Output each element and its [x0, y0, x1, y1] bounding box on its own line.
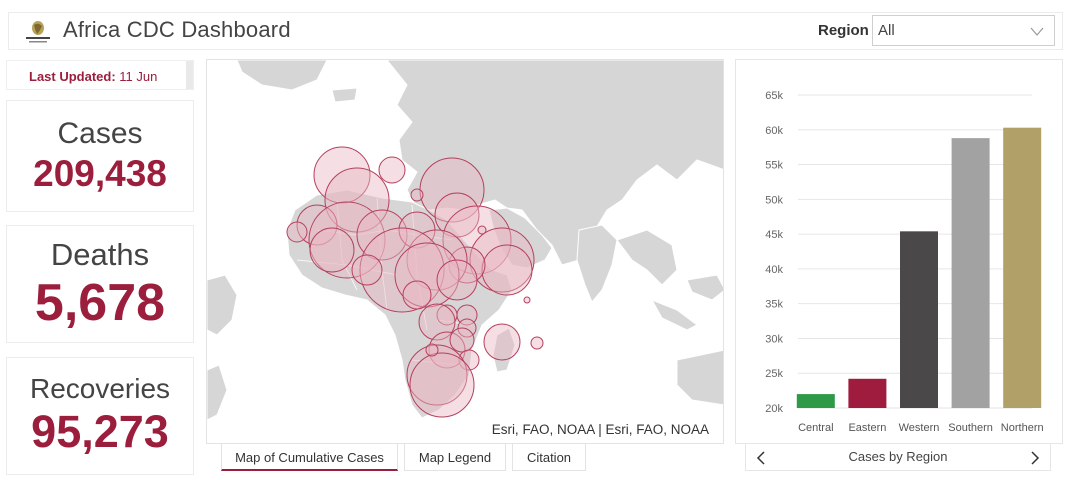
y-tick-label: 30k — [765, 333, 783, 345]
case-bubble[interactable] — [359, 227, 445, 313]
case-bubble[interactable] — [481, 244, 533, 296]
case-bubble[interactable] — [409, 352, 475, 418]
y-tick-label: 25k — [765, 368, 783, 380]
case-bubble[interactable] — [483, 323, 521, 361]
case-bubble[interactable] — [402, 280, 432, 310]
case-bubble[interactable] — [469, 227, 535, 293]
chevron-right-icon[interactable] — [1030, 451, 1040, 465]
app-title: Africa CDC Dashboard — [63, 17, 291, 42]
case-bubble[interactable] — [309, 227, 355, 273]
x-tick-label: Southern — [948, 422, 993, 434]
case-bubble[interactable] — [410, 188, 424, 202]
tab-map-legend[interactable]: Map Legend — [404, 443, 506, 471]
case-bubble[interactable] — [313, 146, 371, 204]
x-tick-label: Western — [899, 422, 940, 434]
region-label: Region — [818, 22, 869, 39]
case-bubble[interactable] — [286, 221, 308, 243]
y-tick-label: 45k — [765, 229, 783, 241]
case-bubble[interactable] — [449, 327, 475, 353]
x-tick-label: Central — [798, 422, 833, 434]
case-bubble[interactable] — [356, 209, 408, 261]
y-tick-label: 60k — [765, 125, 783, 137]
case-bubble[interactable] — [436, 304, 458, 326]
y-tick-label: 65k — [765, 90, 783, 102]
last-updated-value: 11 Jun — [119, 69, 158, 84]
case-bubbles[interactable] — [286, 146, 544, 418]
case-bubble[interactable] — [351, 254, 383, 286]
chart-y-axis: 20k 25k 30k 35k 40k 45k 50k 55k 60k 65k — [765, 90, 783, 415]
case-bubble[interactable] — [418, 303, 456, 341]
last-updated-panel: Last Updated: 11 Jun — [6, 60, 194, 90]
chart-x-axis: Central Eastern Western Southern Northern — [798, 422, 1044, 434]
recoveries-value: 95,273 — [31, 406, 169, 457]
deaths-label: Deaths — [50, 237, 150, 272]
tab-citation[interactable]: Citation — [512, 443, 586, 471]
chevron-left-icon[interactable] — [756, 451, 766, 465]
bar-central[interactable] — [796, 394, 835, 408]
chart-navigator: Cases by Region — [745, 443, 1051, 471]
y-tick-label: 50k — [765, 194, 783, 206]
case-bubble[interactable] — [530, 336, 544, 350]
map-canvas[interactable] — [207, 60, 724, 444]
y-tick-label: 20k — [765, 403, 783, 415]
bar-southern[interactable] — [951, 138, 990, 408]
last-updated: Last Updated: 11 Jun — [29, 69, 157, 84]
chart-bars[interactable] — [796, 127, 1042, 409]
case-bubble[interactable] — [523, 296, 531, 304]
land-masses — [207, 60, 723, 421]
scrollbar[interactable] — [186, 61, 193, 89]
y-tick-label: 55k — [765, 160, 783, 172]
case-bubble[interactable] — [425, 343, 439, 357]
bar-northern[interactable] — [1003, 127, 1042, 409]
bar-western[interactable] — [900, 231, 938, 408]
recoveries-label: Recoveries — [29, 373, 171, 404]
x-tick-label: Eastern — [848, 422, 886, 434]
x-tick-label: Northern — [1001, 422, 1044, 434]
case-bubble[interactable] — [406, 229, 468, 291]
bar-eastern[interactable] — [848, 378, 887, 408]
region-dropdown[interactable]: All — [872, 15, 1055, 46]
region-selected-value: All — [878, 22, 895, 39]
y-tick-label: 35k — [765, 299, 783, 311]
header-bar: Africa CDC Dashboard Region All — [8, 12, 1063, 50]
case-bubble[interactable] — [428, 331, 466, 369]
case-bubble[interactable] — [477, 225, 487, 235]
cases-map[interactable]: Esri, FAO, NOAA | Esri, FAO, NOAA — [206, 59, 724, 444]
bar-chart: 20k 25k 30k 35k 40k 45k 50k 55k 60k 65k Central Ea… — [765, 90, 1044, 434]
case-bubble[interactable] — [308, 201, 386, 279]
cases-label: Cases — [57, 117, 143, 150]
cases-by-region-chart: 20k 25k 30k 35k 40k 45k 50k 55k 60k 65k Central Ea… — [735, 59, 1063, 444]
y-tick-label: 40k — [765, 264, 783, 276]
cases-indicator: Cases 209,438 — [6, 100, 194, 212]
tab-map-of-cumulative-cases[interactable]: Map of Cumulative Cases — [221, 443, 398, 471]
map-attribution: Esri, FAO, NOAA | Esri, FAO, NOAA — [491, 422, 709, 437]
chart-nav-title: Cases by Region — [848, 449, 948, 464]
deaths-indicator: Deaths 5,678 — [6, 225, 194, 343]
last-updated-label: Last Updated: — [29, 69, 116, 84]
recoveries-indicator: Recoveries 95,273 — [6, 357, 194, 475]
case-bubble[interactable] — [458, 349, 480, 371]
africa-cdc-logo — [26, 21, 50, 43]
cases-value: 209,438 — [33, 153, 167, 194]
case-bubble[interactable] — [378, 156, 406, 184]
chevron-down-icon — [1030, 27, 1044, 36]
deaths-value: 5,678 — [34, 274, 166, 332]
case-bubble[interactable] — [436, 259, 478, 301]
